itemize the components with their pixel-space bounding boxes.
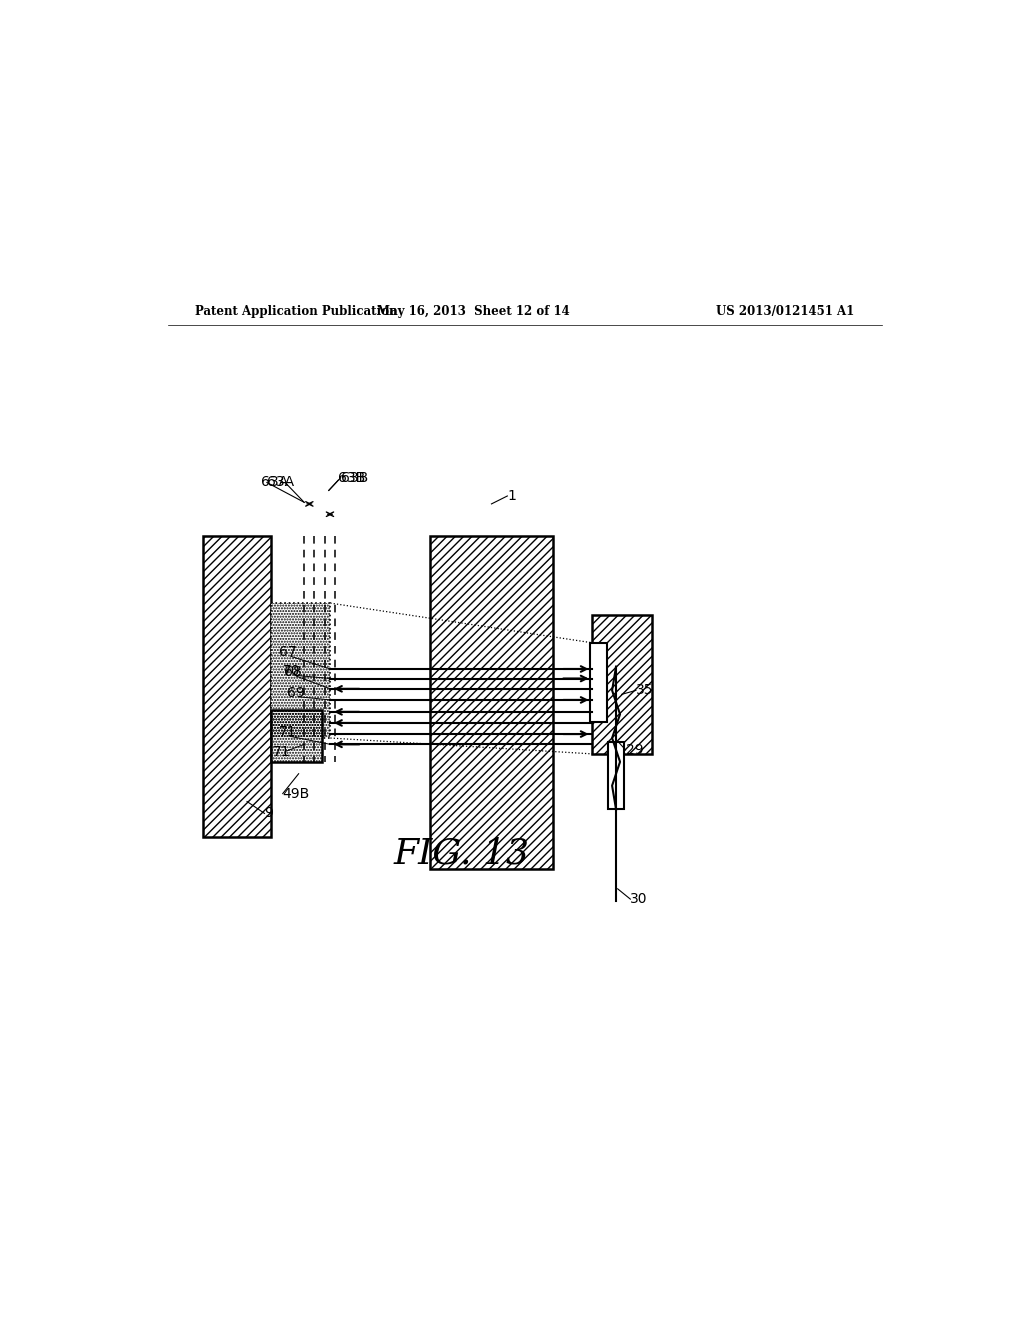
Text: 63B: 63B (341, 471, 368, 484)
Bar (270, 603, 331, 738)
Text: 63A: 63A (261, 475, 289, 490)
Bar (590, 643, 607, 722)
Bar (592, 615, 651, 754)
Text: 69: 69 (287, 686, 304, 700)
Text: 71: 71 (273, 744, 291, 759)
Text: Patent Application Publication: Patent Application Publication (196, 305, 398, 318)
Bar (204, 536, 270, 837)
Text: 30: 30 (631, 892, 648, 906)
Bar (608, 742, 624, 809)
Text: 67: 67 (279, 645, 296, 659)
Text: 63B: 63B (338, 471, 366, 484)
Bar (592, 615, 651, 754)
Bar (270, 710, 323, 762)
Text: 9: 9 (264, 807, 273, 821)
Text: FIG. 13: FIG. 13 (393, 836, 529, 870)
Text: 29: 29 (626, 743, 643, 756)
Bar (430, 536, 553, 869)
Text: US 2013/0121451 A1: US 2013/0121451 A1 (716, 305, 854, 318)
Text: 35: 35 (636, 684, 653, 697)
Text: 70: 70 (283, 664, 300, 678)
Bar (270, 710, 323, 762)
Bar (430, 536, 553, 869)
Text: 63A: 63A (267, 475, 294, 490)
Text: 49B: 49B (283, 787, 310, 800)
Text: 71: 71 (279, 726, 296, 739)
Bar (270, 603, 331, 738)
Text: 68: 68 (285, 665, 302, 680)
Text: 1: 1 (507, 488, 516, 503)
Bar (204, 536, 270, 837)
Text: May 16, 2013  Sheet 12 of 14: May 16, 2013 Sheet 12 of 14 (377, 305, 569, 318)
